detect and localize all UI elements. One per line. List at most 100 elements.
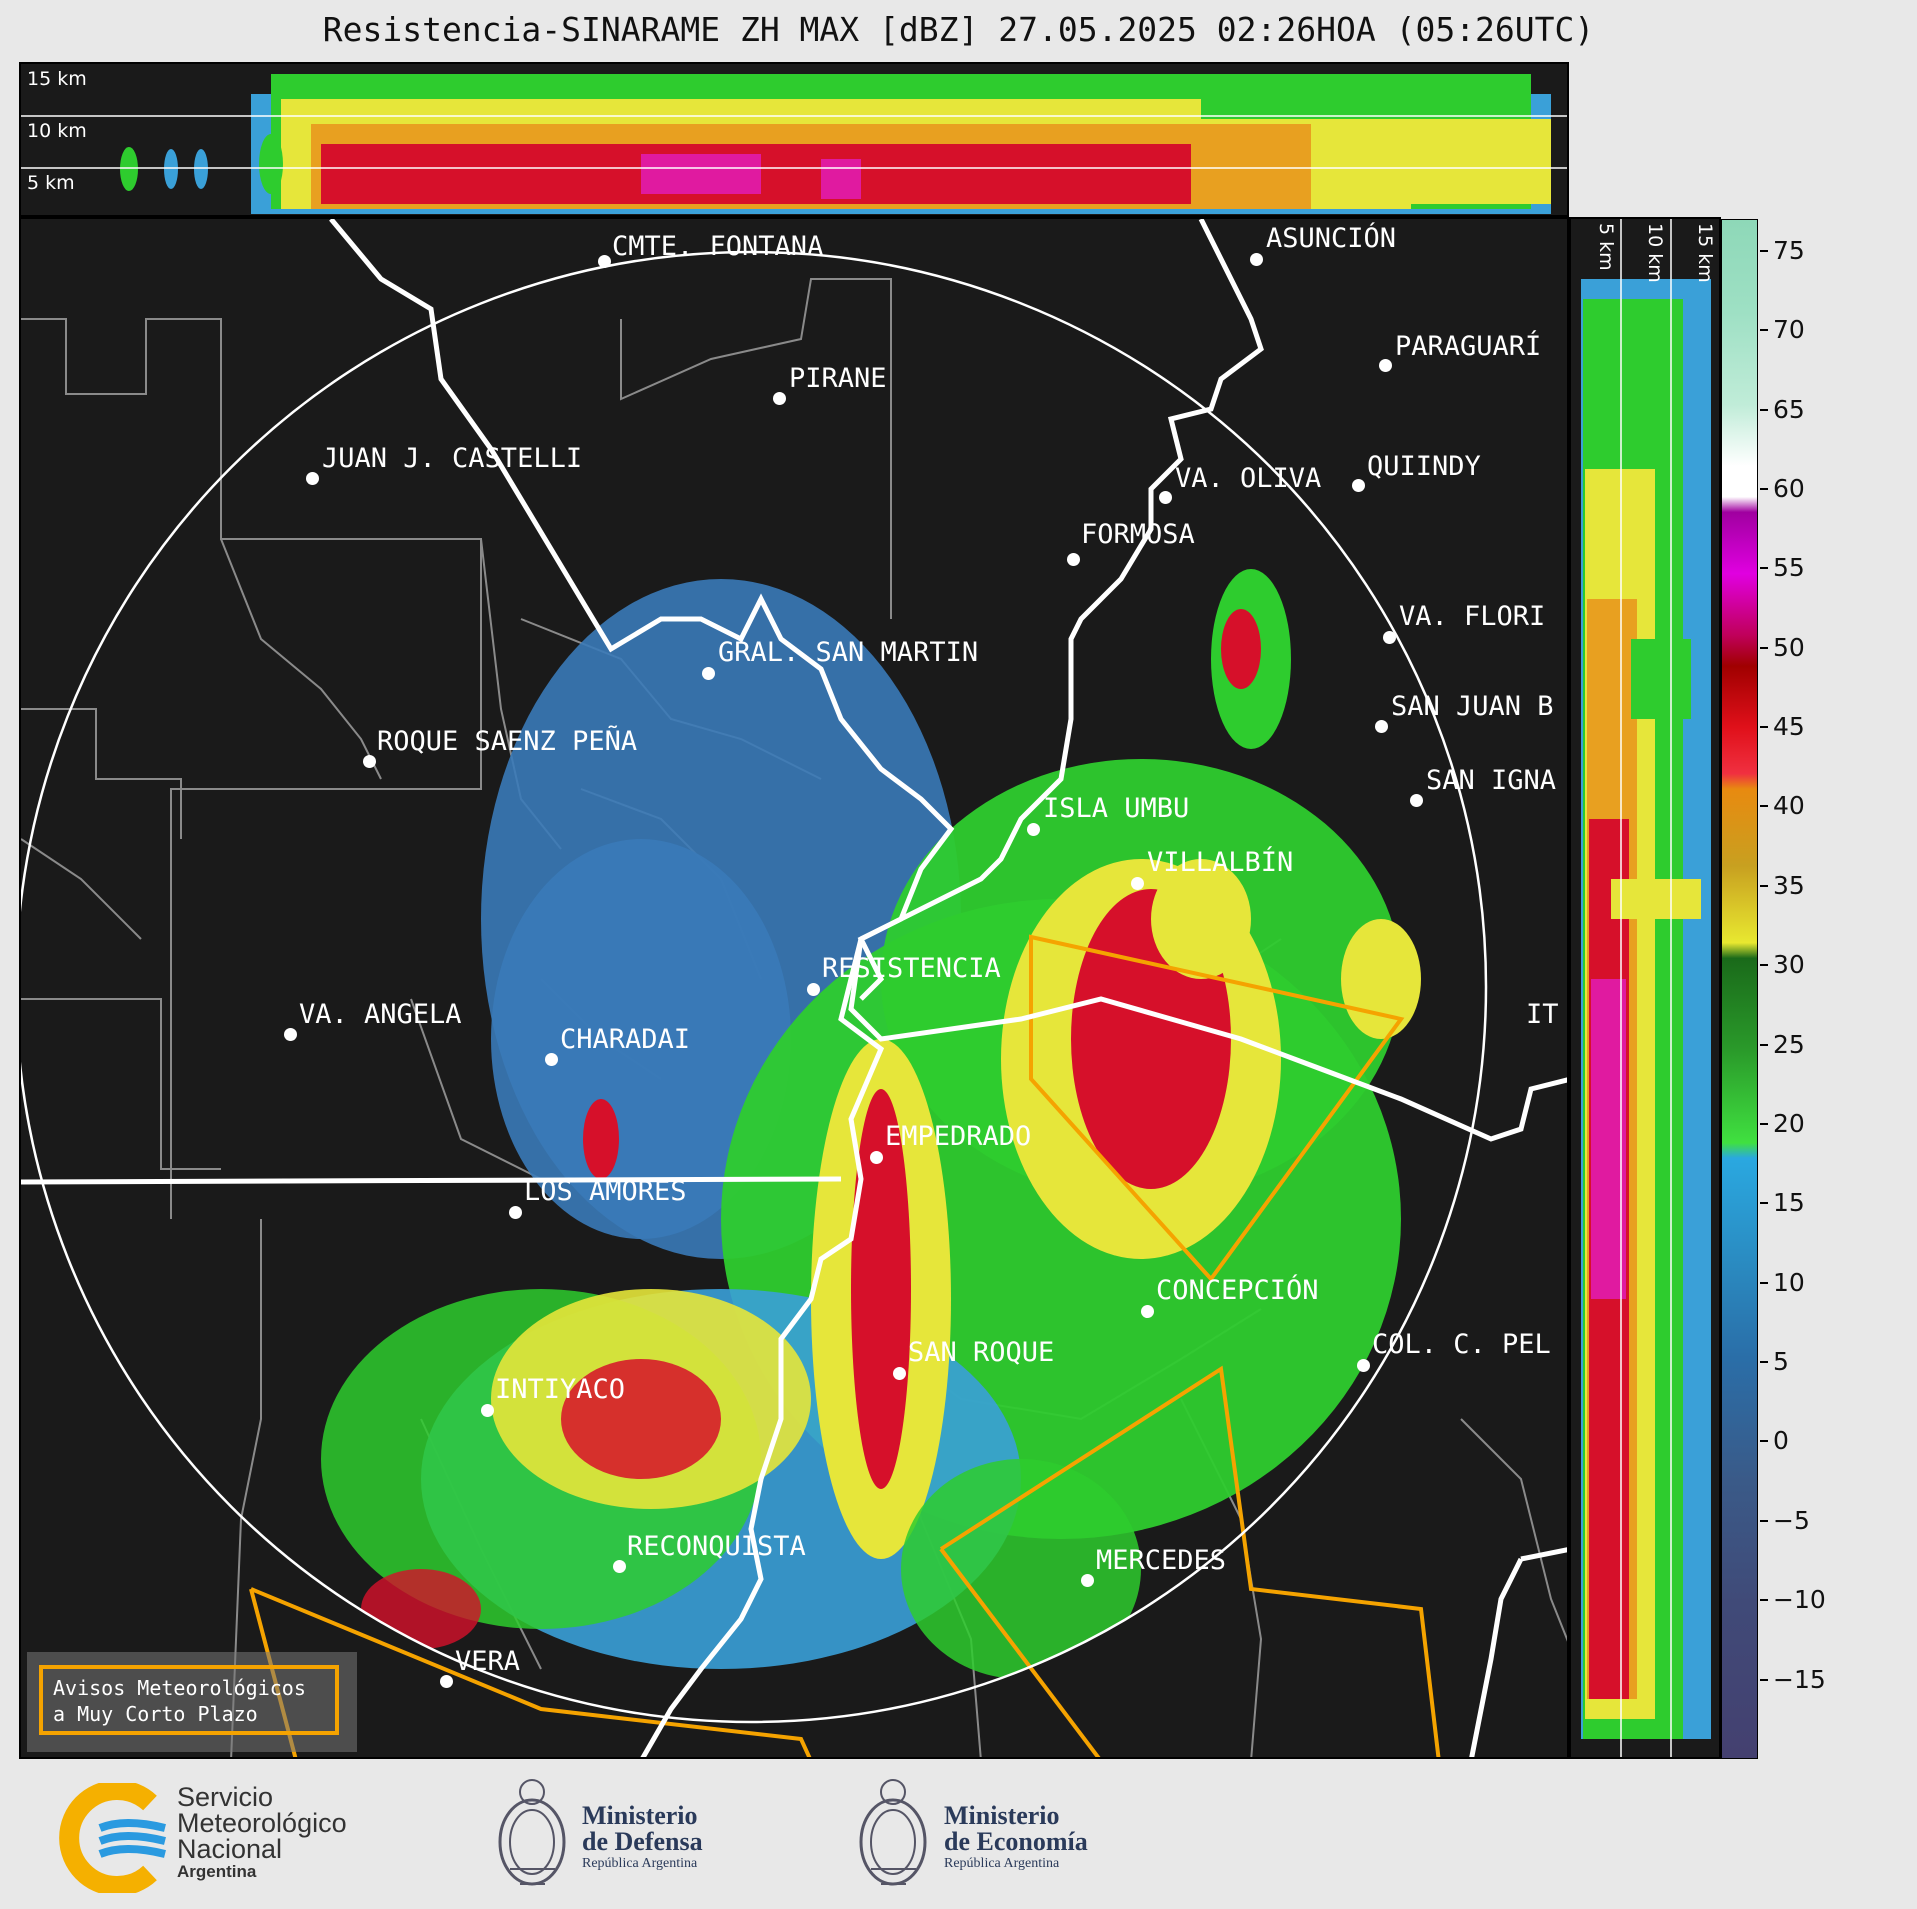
city-label-juan-j-castelli: JUAN J. CASTELLI (322, 443, 583, 474)
colorbar-tick-label: −10 (1773, 1585, 1826, 1615)
city-dot-empedrado (870, 1151, 883, 1164)
city-label-col-c-pel: COL. C. PEL (1372, 1329, 1551, 1360)
city-dot-san-igna (1410, 794, 1423, 807)
colorbar-tick-mark (1760, 884, 1768, 887)
city-dot-isla-umbu (1027, 823, 1040, 836)
right-cross-section-graphic (1581, 219, 1711, 1757)
city-dot-paraguari (1379, 359, 1392, 372)
right-cross-section-panel: 5 km 10 km 15 km (1569, 217, 1721, 1759)
city-dot-va-angela (284, 1028, 297, 1041)
right-height-label-5km: 5 km (1595, 223, 1617, 271)
smn-line-3: Nacional (177, 1834, 283, 1864)
legend-line-1: Avisos Meteorológicos (53, 1676, 306, 1700)
city-dot-villalbin (1131, 877, 1144, 890)
colorbar-tick-mark (1760, 964, 1768, 967)
colorbar-tick-mark (1760, 1122, 1768, 1125)
city-label-gral-san-martin: GRAL. SAN MARTIN (718, 637, 979, 668)
city-dot-mercedes (1081, 1574, 1094, 1587)
colorbar-tick-mark (1760, 646, 1768, 649)
city-label-asuncion: ASUNCIÓN (1266, 223, 1397, 254)
city-label-los-amores: LOS AMORES (524, 1176, 687, 1207)
smn-line-2: Meteorológico (177, 1808, 347, 1838)
smn-line-4: Argentina (177, 1862, 257, 1881)
city-label-va-oliva: VA. OLIVA (1175, 463, 1322, 494)
colorbar-tick-label: 60 (1773, 473, 1805, 503)
city-dot-col-c-pel (1357, 1359, 1370, 1372)
economia-line-1: Ministerio (944, 1801, 1060, 1830)
colorbar-tick-label: 20 (1773, 1108, 1805, 1138)
colorbar-tick-mark (1760, 1678, 1768, 1681)
city-label-san-roque: SAN ROQUE (908, 1337, 1055, 1368)
city-label-cmte-fontana: CMTE. FONTANA (612, 231, 824, 262)
city-label-san-juan-b: SAN JUAN B (1391, 691, 1554, 722)
colorbar-tick-mark (1760, 408, 1768, 411)
colorbar-tick-mark (1760, 249, 1768, 252)
top-height-label-10km: 10 km (27, 120, 87, 142)
colorbar-tick-label: −5 (1773, 1505, 1810, 1535)
smn-logo-icon (59, 1783, 166, 1893)
city-dot-formosa (1067, 553, 1080, 566)
smn-logo-text: Servicio Meteorológico Nacional Argentin… (177, 1784, 347, 1882)
defensa-seal-icon (498, 1779, 566, 1886)
city-dot-vera (440, 1675, 453, 1688)
warnings-legend: Avisos Meteorológicos a Muy Corto Plazo (27, 1652, 357, 1752)
city-label-charadai: CHARADAI (560, 1024, 691, 1055)
right-height-label-10km: 10 km (1644, 223, 1666, 283)
colorbar-tick-mark (1760, 567, 1768, 570)
city-dot-asuncion (1250, 253, 1263, 266)
city-dot-los-amores (509, 1206, 522, 1219)
colorbar-tick-mark (1760, 1599, 1768, 1602)
smn-line-1: Servicio (177, 1782, 274, 1812)
dbz-colorbar (1721, 219, 1758, 1759)
top-height-label-5km: 5 km (27, 172, 75, 194)
defensa-line-3: República Argentina (582, 1856, 698, 1871)
city-dot-san-roque (893, 1367, 906, 1380)
colorbar-tick-label: 15 (1773, 1188, 1805, 1218)
warnings-legend-frame: Avisos Meteorológicos a Muy Corto Plazo (39, 1665, 339, 1735)
city-label-intiyaco: INTIYACO (495, 1374, 626, 1405)
city-label-san-igna: SAN IGNA (1426, 765, 1557, 796)
colorbar-tick-label: 0 (1773, 1426, 1789, 1456)
city-dot-pirane (773, 392, 786, 405)
top-cross-section-panel: 15 km 10 km 5 km (19, 62, 1569, 217)
colorbar-tick-label: 5 (1773, 1347, 1789, 1377)
defensa-line-2: de Defensa (582, 1827, 703, 1856)
colorbar-tick-mark (1760, 329, 1768, 332)
city-label-resistencia: RESISTENCIA (822, 953, 1001, 984)
city-dot-resistencia (807, 983, 820, 996)
city-dot-intiyaco (481, 1404, 494, 1417)
city-dot-charadai (545, 1053, 558, 1066)
top-height-label-15km: 15 km (27, 68, 87, 90)
radar-map-graphic (21, 219, 1567, 1757)
city-dot-juan-j-castelli (306, 472, 319, 485)
colorbar-tick-label: 70 (1773, 315, 1805, 345)
colorbar-tick-mark (1760, 1043, 1768, 1046)
colorbar-tick-label: 45 (1773, 712, 1805, 742)
colorbar-tick-label: 75 (1773, 235, 1805, 265)
colorbar-tick-label: 10 (1773, 1267, 1805, 1297)
colorbar-tick-mark (1760, 1440, 1768, 1443)
colorbar-tick-label: 30 (1773, 950, 1805, 980)
city-label-paraguari: PARAGUARÍ (1395, 331, 1542, 362)
colorbar-tick-label: 50 (1773, 632, 1805, 662)
defensa-line-1: Ministerio (582, 1801, 698, 1830)
defensa-logo-text: Ministerio de Defensa República Argentin… (582, 1803, 703, 1873)
city-label-isla-umbu: ISLA UMBU (1043, 793, 1190, 824)
city-label-pirane: PIRANE (789, 363, 887, 394)
right-height-label-15km: 15 km (1694, 223, 1716, 283)
city-label-vera: VERA (455, 1646, 521, 1677)
city-dot-va-flori (1383, 631, 1396, 644)
city-label-empedrado: EMPEDRADO (885, 1121, 1032, 1152)
colorbar-tick-label: 25 (1773, 1029, 1805, 1059)
city-dot-quiindy (1352, 479, 1365, 492)
colorbar-tick-mark (1760, 1202, 1768, 1205)
radar-map-panel: CMTE. FONTANA ASUNCIÓN PARAGUARÍ PIRANE … (19, 217, 1569, 1759)
colorbar-tick-label: 35 (1773, 870, 1805, 900)
city-dot-gral-san-martin (702, 667, 715, 680)
city-label-concepcion: CONCEPCIÓN (1156, 1275, 1319, 1306)
city-dot-san-juan-b (1375, 720, 1388, 733)
colorbar-tick-mark (1760, 487, 1768, 490)
city-label-mercedes: MERCEDES (1096, 1545, 1227, 1576)
city-dot-reconquista (613, 1560, 626, 1573)
colorbar-tick-label: 65 (1773, 394, 1805, 424)
